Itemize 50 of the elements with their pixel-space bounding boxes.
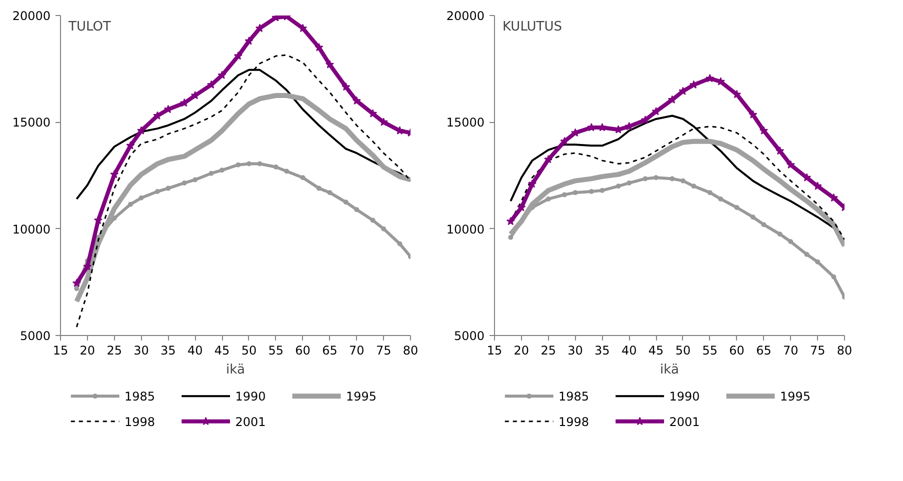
x-tick-label: 30 <box>134 344 149 358</box>
x-tick-label: 35 <box>594 344 610 358</box>
x-tick-label: 50 <box>241 344 257 358</box>
x-tick-label: 65 <box>322 344 338 358</box>
x-tick-label: 40 <box>621 344 637 358</box>
legend-label: 2001 <box>669 414 700 429</box>
x-tick-label: 70 <box>783 344 798 358</box>
y-tick-label: 5000 <box>454 329 485 343</box>
y-tick-label: 20000 <box>446 9 485 23</box>
x-tick-label: 50 <box>675 344 691 358</box>
x-tick-label: 45 <box>648 344 664 358</box>
x-tick-label: 75 <box>376 344 392 358</box>
chart-title: TULOT <box>68 20 111 34</box>
x-tick-label: 15 <box>486 344 502 358</box>
legend-label: 1990 <box>669 390 700 404</box>
chart-title: KULUTUS <box>502 20 562 34</box>
x-tick-label: 80 <box>836 344 852 358</box>
legend-label: 1985 <box>124 390 156 404</box>
x-tick-label: 25 <box>106 344 122 358</box>
x-tick-label: 25 <box>540 344 556 358</box>
legend-label: 1998 <box>558 414 590 429</box>
y-tick-label: 5000 <box>20 329 51 343</box>
x-tick-label: 60 <box>295 344 310 358</box>
legend-label: 1998 <box>124 414 156 429</box>
x-tick-label: 45 <box>214 344 230 358</box>
legend-label: 1985 <box>558 390 590 404</box>
x-axis-title: ikä <box>660 362 679 378</box>
x-tick-label: 35 <box>160 344 176 358</box>
x-tick-label: 55 <box>268 344 284 358</box>
x-tick-label: 15 <box>52 344 68 358</box>
legend-label: 2001 <box>235 414 266 429</box>
x-tick-label: 55 <box>702 344 718 358</box>
x-tick-label: 60 <box>729 344 744 358</box>
x-tick-label: 20 <box>514 344 530 358</box>
y-tick-label: 10000 <box>446 222 485 236</box>
x-tick-label: 30 <box>568 344 583 358</box>
x-axis-title: ikä <box>226 362 245 378</box>
x-tick-label: 80 <box>402 344 418 358</box>
x-tick-label: 65 <box>756 344 772 358</box>
x-tick-label: 75 <box>810 344 826 358</box>
y-tick-label: 20000 <box>12 9 51 23</box>
x-tick-label: 20 <box>80 344 96 358</box>
x-tick-label: 70 <box>349 344 364 358</box>
y-tick-label: 15000 <box>446 116 485 130</box>
y-tick-label: 15000 <box>12 116 51 130</box>
x-tick-label: 40 <box>187 344 203 358</box>
y-tick-label: 10000 <box>12 222 51 236</box>
legend-label: 1995 <box>780 390 810 404</box>
legend-label: 1990 <box>235 390 266 404</box>
legend-label: 1995 <box>346 390 376 404</box>
